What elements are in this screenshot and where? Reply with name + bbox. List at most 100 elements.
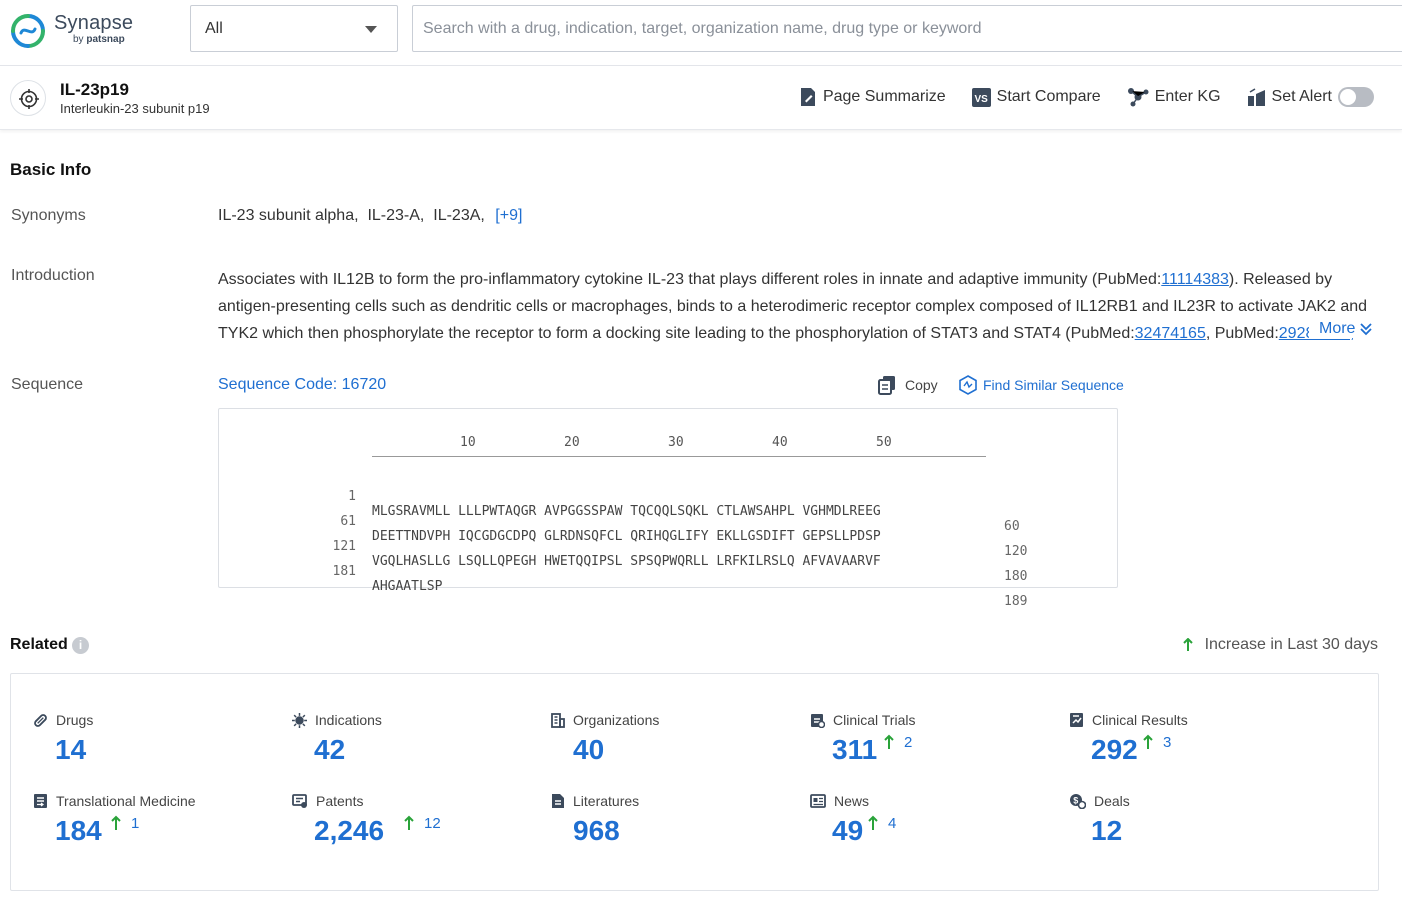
- stat-translational-medicine[interactable]: Translational Medicine 184 1: [33, 793, 273, 863]
- search-input[interactable]: [412, 5, 1402, 52]
- stat-patents[interactable]: Patents 2,246 12: [292, 793, 532, 863]
- stat-value[interactable]: 49: [832, 815, 863, 847]
- stat-header: Translational Medicine: [33, 793, 196, 809]
- stat-increase-value: 3: [1163, 734, 1171, 751]
- copy-label: Copy: [905, 377, 938, 393]
- stat-header: Clinical Trials: [810, 712, 915, 728]
- stat-value[interactable]: 40: [573, 734, 604, 766]
- chart-report-icon: [1069, 712, 1084, 728]
- start-compare-button[interactable]: VS Start Compare: [972, 88, 1101, 107]
- stat-label: Organizations: [573, 712, 659, 728]
- find-similar-label: Find Similar Sequence: [983, 377, 1124, 393]
- info-icon[interactable]: i: [72, 637, 89, 654]
- virus-icon: [292, 713, 307, 728]
- stat-value[interactable]: 968: [573, 815, 620, 847]
- stat-header: Indications: [292, 712, 382, 728]
- svg-text:VS: VS: [974, 94, 988, 105]
- stat-label: Patents: [316, 793, 363, 809]
- copy-sequence-button[interactable]: Copy: [877, 375, 938, 395]
- related-title: Related: [10, 636, 68, 654]
- arrow-up-icon: [111, 815, 121, 831]
- basic-info-title: Basic Info: [10, 160, 91, 180]
- arrow-up-icon: [1183, 638, 1193, 652]
- enter-kg-label: Enter KG: [1155, 88, 1221, 106]
- set-alert-toggle[interactable]: [1338, 87, 1374, 107]
- stat-increase: 2: [884, 734, 912, 751]
- stat-value[interactable]: 2,246: [314, 815, 384, 847]
- pill-icon: [33, 713, 48, 728]
- stat-header: Literatures: [551, 793, 639, 809]
- increase-legend: Increase in Last 30 days: [1183, 636, 1378, 654]
- stat-clinical-trials[interactable]: Clinical Trials 311 2: [810, 712, 1050, 782]
- stat-literatures[interactable]: Literatures 968: [551, 793, 791, 863]
- sequence-row: 121 VGQLHASLLG LSQLLQPEGH HWETQQIPSL SPS…: [219, 524, 1119, 544]
- target-crosshair-icon: [19, 89, 39, 109]
- news-icon: [810, 794, 826, 808]
- compare-icon: VS: [972, 88, 991, 107]
- stat-label: Deals: [1094, 793, 1130, 809]
- stat-header: $ Deals: [1069, 793, 1130, 809]
- patent-icon: [292, 794, 308, 809]
- stat-organizations[interactable]: Organizations 40: [551, 712, 791, 782]
- intro-text-part: Associates with IL12B to form the pro-in…: [218, 271, 1161, 288]
- synapse-logo-icon[interactable]: [10, 13, 46, 49]
- synonyms-more-link[interactable]: [+9]: [495, 207, 522, 224]
- pubmed-link[interactable]: 11114383: [1161, 271, 1229, 288]
- introduction-more-label: More: [1319, 320, 1355, 338]
- stat-drugs[interactable]: Drugs 14: [33, 712, 273, 782]
- stat-increase-value: 2: [904, 734, 912, 751]
- pubmed-link[interactable]: 32474165: [1135, 325, 1206, 342]
- sequence-label: Sequence: [11, 376, 83, 394]
- stat-clinical-results[interactable]: Clinical Results 292 3: [1069, 712, 1309, 782]
- building-icon: [551, 713, 565, 728]
- translational-icon: [33, 793, 48, 809]
- synonym-item: IL-23-A,: [367, 207, 424, 224]
- set-alert-button[interactable]: Set Alert: [1247, 87, 1374, 107]
- stat-value[interactable]: 311: [832, 734, 877, 766]
- introduction-more-button[interactable]: More: [1309, 320, 1373, 338]
- target-full-name: Interleukin-23 subunit p19: [60, 101, 210, 116]
- ruler-tick: 20: [564, 435, 580, 450]
- sequence-row: 1 MLGSRAVMLL LLLPWTAQGR AVPGGSSPAW TQCQQ…: [219, 474, 1119, 494]
- sequence-row: 181 AHGAATLSP 189: [219, 549, 1119, 569]
- synonym-item: IL-23 subunit alpha,: [218, 207, 359, 224]
- stat-label: Translational Medicine: [56, 793, 196, 809]
- sequence-code-link[interactable]: Sequence Code: 16720: [218, 376, 386, 394]
- stat-value[interactable]: 292: [1091, 734, 1138, 766]
- introduction-label: Introduction: [11, 267, 95, 285]
- ruler-tick: 50: [876, 435, 892, 450]
- stat-header: Clinical Results: [1069, 712, 1188, 728]
- stat-label: News: [834, 793, 869, 809]
- arrow-up-icon: [884, 734, 894, 750]
- stat-header: Drugs: [33, 712, 93, 728]
- stat-value[interactable]: 42: [314, 734, 345, 766]
- sequence-row-end: 180: [1004, 569, 1027, 584]
- stat-increase: 1: [111, 815, 139, 832]
- search-scope-value: All: [205, 20, 223, 38]
- page-summarize-button[interactable]: Page Summarize: [799, 87, 946, 107]
- target-header: IL-23p19 Interleukin-23 subunit p19 Page…: [0, 66, 1402, 130]
- stat-value[interactable]: 184: [55, 815, 102, 847]
- enter-kg-button[interactable]: Enter KG: [1127, 87, 1221, 107]
- synonyms-list: IL-23 subunit alpha, IL-23-A, IL-23A, [+…: [218, 207, 522, 225]
- target-actions: Page Summarize VS Start Compare Enter KG: [773, 86, 1374, 108]
- stat-label: Drugs: [56, 712, 93, 728]
- caret-down-icon: [365, 26, 377, 33]
- arrow-up-icon: [1143, 734, 1153, 750]
- stat-value[interactable]: 14: [55, 734, 86, 766]
- top-header: Synapse by patsnap All: [0, 0, 1402, 66]
- stat-news[interactable]: News 49 4: [810, 793, 1050, 863]
- stat-value[interactable]: 12: [1091, 815, 1122, 847]
- brand-name: Synapse: [54, 12, 133, 35]
- sequence-viewer: 10 20 30 40 50 1 MLGSRAVMLL LLLPWTAQGR A…: [218, 408, 1118, 588]
- search-scope-select[interactable]: All: [190, 5, 398, 52]
- document-icon: [551, 793, 565, 809]
- stat-deals[interactable]: $ Deals 12: [1069, 793, 1309, 863]
- brand-sub-prefix: by: [73, 34, 84, 45]
- find-similar-sequence-button[interactable]: Find Similar Sequence: [958, 375, 1124, 395]
- brand-sub-name: patsnap: [86, 34, 124, 45]
- stat-indications[interactable]: Indications 42: [292, 712, 532, 782]
- sequence-row-residues: AHGAATLSP: [372, 579, 442, 594]
- stat-increase-value: 12: [424, 815, 441, 832]
- stat-increase: 4: [868, 815, 896, 832]
